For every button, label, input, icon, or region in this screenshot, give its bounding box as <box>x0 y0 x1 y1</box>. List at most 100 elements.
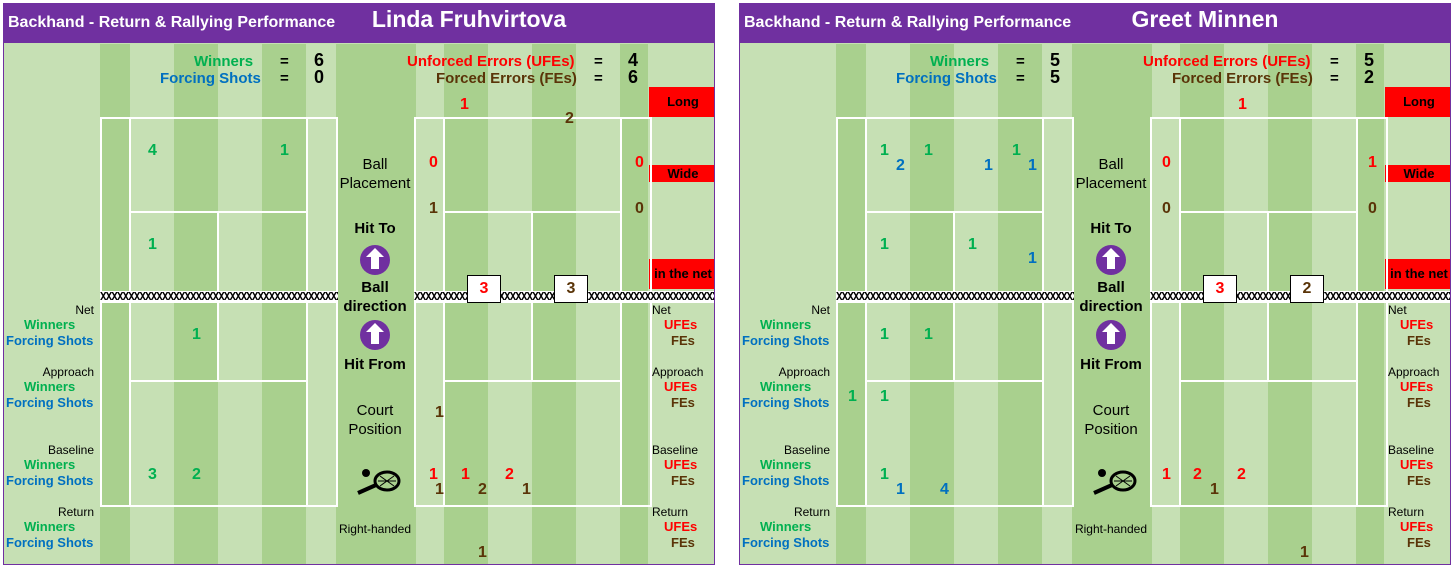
row-forcing-label: Forcing Shots <box>6 535 94 550</box>
zone-count: 1 <box>1210 481 1219 498</box>
zone-count: 1 <box>460 96 469 113</box>
zone-count: 2 <box>896 157 905 174</box>
summary-fe-label: Forced Errors (FEs) <box>1172 70 1313 87</box>
row-name-label: Approach <box>778 365 830 379</box>
court-label: Court <box>1092 402 1130 419</box>
zone-count: 1 <box>880 236 889 253</box>
panel-header: Backhand - Return & Rallying Performance… <box>4 4 714 43</box>
grass-stripe <box>910 44 954 564</box>
row-name-label: Baseline <box>47 443 94 457</box>
summary-fe-label: Forced Errors (FEs) <box>436 70 577 87</box>
tennis-racquet-icon <box>1093 469 1137 495</box>
net-count-left: 3 <box>467 275 501 303</box>
player-panel: Backhand - Return & Rallying Performance… <box>3 3 715 565</box>
grass-stripe <box>444 44 488 564</box>
summary-eq: = <box>1016 70 1025 87</box>
row-name-label: Approach <box>42 365 94 379</box>
handedness-label: Right-handed <box>1074 522 1148 536</box>
row-name-label: Baseline <box>783 443 830 457</box>
row-forcing-label: Forcing Shots <box>742 333 830 348</box>
zone-count: 1 <box>1162 466 1171 483</box>
court-line <box>129 211 308 213</box>
court-line <box>865 380 1044 382</box>
wide-label: Wide <box>1385 165 1450 182</box>
row-ufe-label: UFEs <box>1400 317 1434 332</box>
row-winners-label: Winners <box>24 519 76 534</box>
row-forcing-label: Forcing Shots <box>6 333 94 348</box>
summary-winners-label: Winners <box>930 53 990 70</box>
ball-label: Ball <box>362 156 388 173</box>
zone-count: 0 <box>1162 200 1171 217</box>
zone-count: 1 <box>1012 142 1021 159</box>
grass-stripe <box>998 44 1042 564</box>
row-name-label: Net <box>811 303 830 317</box>
net-count-right: 3 <box>554 275 588 303</box>
row-winners-label: Winners <box>760 317 812 332</box>
right-court <box>1150 117 1388 507</box>
ball-direction-label: Ball <box>1097 279 1125 296</box>
ball-label: Ball <box>1098 156 1124 173</box>
summary-eq: = <box>280 70 289 87</box>
row-ufe-label: UFEs <box>664 379 698 394</box>
zone-count: 0 <box>1368 200 1377 217</box>
zone-count: 1 <box>880 466 889 483</box>
zone-count: 1 <box>148 236 157 253</box>
summary-eq: = <box>1330 53 1339 70</box>
court-line <box>1179 380 1358 382</box>
panel-body: Winners = 6 Forcing Shots = 0 Unforced E… <box>4 44 714 564</box>
court-line <box>1179 211 1358 213</box>
row-winners-label: Winners <box>760 379 812 394</box>
court-line <box>129 117 131 507</box>
row-forcing-label: Forcing Shots <box>6 395 94 410</box>
row-fe-label: FEs <box>1407 333 1431 348</box>
zone-count: 1 <box>1028 250 1037 267</box>
row-name-label: Return <box>57 505 94 519</box>
grass-stripe <box>1268 44 1312 564</box>
zone-count: 0 <box>635 154 644 171</box>
player-panel: Backhand - Return & Rallying Performance… <box>739 3 1451 565</box>
summary-winners-value: 6 <box>314 50 325 70</box>
summary-eq: = <box>1330 70 1339 87</box>
long-label: Long <box>1385 87 1450 117</box>
summary-ufe-value: 4 <box>628 50 639 70</box>
row-winners-label: Winners <box>24 457 76 472</box>
grass-stripe <box>1356 44 1384 564</box>
zone-count: 1 <box>435 481 444 498</box>
grass-stripe <box>100 44 130 564</box>
arrow-up-icon <box>1096 320 1126 350</box>
zone-count: 1 <box>880 142 889 159</box>
row-name-label-right: Baseline <box>652 443 699 457</box>
row-forcing-label: Forcing Shots <box>6 473 94 488</box>
court-line <box>443 211 622 213</box>
left-net: XXXXXXXXXXXXXXXXXXXXXXXXXXXXXXXXXXXXXXXX… <box>836 291 1074 303</box>
summary-fe-value: 6 <box>628 67 639 87</box>
left-court <box>836 117 1074 507</box>
zone-count: 1 <box>429 466 438 483</box>
row-winners-label: Winners <box>24 317 76 332</box>
row-fe-label: FEs <box>671 395 695 410</box>
zone-count: 4 <box>148 142 157 159</box>
panel-header: Backhand - Return & Rallying Performance… <box>740 4 1450 43</box>
summary-eq: = <box>594 53 603 70</box>
net-count-left: 3 <box>1203 275 1237 303</box>
row-fe-label: FEs <box>1407 535 1431 550</box>
row-forcing-label: Forcing Shots <box>742 473 830 488</box>
zone-count: 0 <box>429 154 438 171</box>
position-label: Position <box>348 421 402 438</box>
long-label: Long <box>649 87 714 117</box>
zone-count: 1 <box>461 466 470 483</box>
zone-count: 1 <box>848 388 857 405</box>
zone-count: 1 <box>1238 96 1247 113</box>
zone-count: 1 <box>435 404 444 421</box>
arrow-up-icon <box>1096 245 1126 275</box>
grass-stripe <box>1180 44 1224 564</box>
panel-subtitle: Backhand - Return & Rallying Performance <box>744 14 1072 31</box>
grass-stripe <box>174 44 218 564</box>
row-name-label: Return <box>793 505 830 519</box>
row-forcing-label: Forcing Shots <box>742 395 830 410</box>
ball-direction-label: direction <box>1079 298 1143 315</box>
handedness-label: Right-handed <box>338 522 412 536</box>
grass-stripe <box>836 44 866 564</box>
position-label: Position <box>1084 421 1138 438</box>
zone-count: 2 <box>505 466 514 483</box>
